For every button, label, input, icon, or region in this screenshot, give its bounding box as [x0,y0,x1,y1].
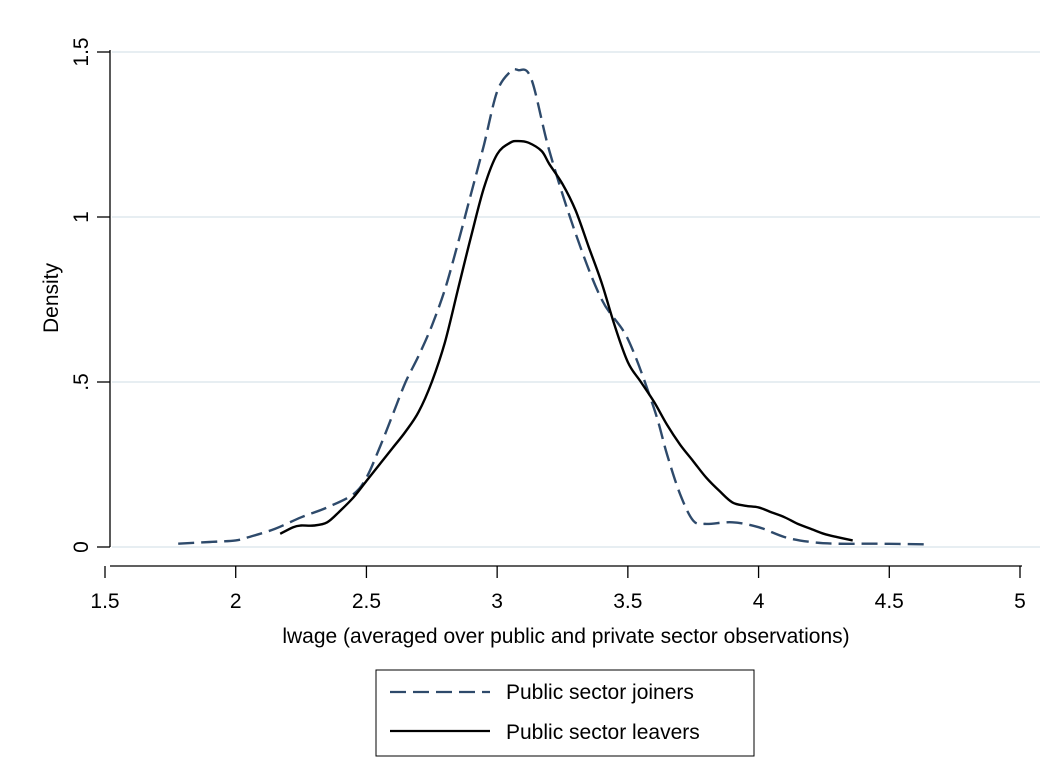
x-tick-label: 1.5 [90,590,119,613]
legend-label-joiners: Public sector joiners [506,681,694,704]
y-tick-label: 1.5 [70,37,93,66]
x-tick-label: 3.5 [613,590,642,613]
x-tick-label: 4 [753,590,765,613]
y-axis-title: Density [40,262,63,333]
x-tick-label: 5 [1014,590,1026,613]
x-axis-title: lwage (averaged over public and private … [282,625,849,648]
x-tick-label: 3 [491,590,503,613]
y-tick-label: 1 [70,211,93,223]
x-tick-label: 2 [230,590,242,613]
x-tick-label: 2.5 [352,590,381,613]
y-tick-label: 0 [70,541,93,553]
y-tick-label: .5 [70,373,93,391]
legend-label-leavers: Public sector leavers [506,721,700,744]
legend: Public sector joiners Public sector leav… [376,670,754,756]
x-tick-label: 4.5 [875,590,904,613]
